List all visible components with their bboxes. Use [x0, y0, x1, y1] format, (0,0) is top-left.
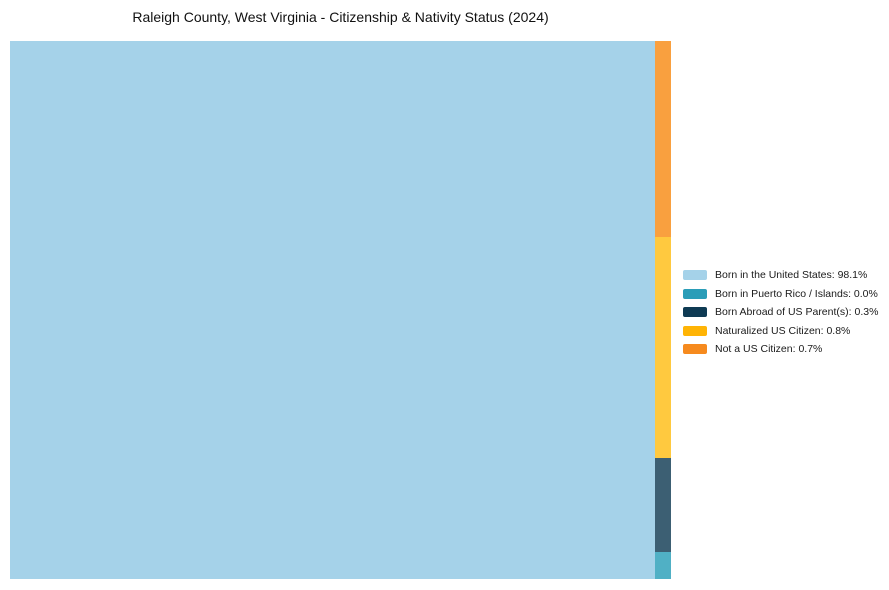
legend-label: Not a US Citizen: 0.7%: [715, 343, 823, 356]
chart-title: Raleigh County, West Virginia - Citizens…: [132, 9, 549, 25]
legend-swatch-icon: [683, 270, 707, 281]
legend-swatch-icon: [683, 325, 707, 336]
legend-item-not-a-us-citizen[interactable]: Not a US Citizen: 0.7%: [683, 340, 878, 359]
legend-item-born-in-puerto-rico-islands[interactable]: Born in Puerto Rico / Islands: 0.0%: [683, 285, 878, 304]
legend-label: Born in Puerto Rico / Islands: 0.0%: [715, 287, 878, 300]
legend-label: Born Abroad of US Parent(s): 0.3%: [715, 306, 879, 319]
treemap-segment-born-in-the-united-states[interactable]: [10, 41, 655, 579]
chart-legend: Born in the United States: 98.1% Born in …: [683, 266, 878, 359]
treemap-segment-not-a-us-citizen[interactable]: [654, 41, 671, 237]
legend-swatch-icon: [683, 288, 707, 299]
treemap-segment-naturalized-us-citizen[interactable]: [654, 236, 671, 458]
legend-item-naturalized-us-citizen[interactable]: Naturalized US Citizen: 0.8%: [683, 322, 878, 341]
legend-label: Born in the United States: 98.1%: [715, 269, 868, 282]
legend-swatch-icon: [683, 344, 707, 355]
treemap-segment-born-in-puerto-rico-islands[interactable]: [654, 552, 671, 579]
legend-label: Naturalized US Citizen: 0.8%: [715, 324, 851, 337]
treemap-segment-born-abroad-of-us-parent-s[interactable]: [654, 458, 671, 553]
treemap-plot: [10, 41, 671, 579]
legend-swatch-icon: [683, 307, 707, 318]
legend-item-born-in-the-united-states[interactable]: Born in the United States: 98.1%: [683, 266, 878, 285]
legend-item-born-abroad-of-us-parent-s[interactable]: Born Abroad of US Parent(s): 0.3%: [683, 303, 878, 322]
